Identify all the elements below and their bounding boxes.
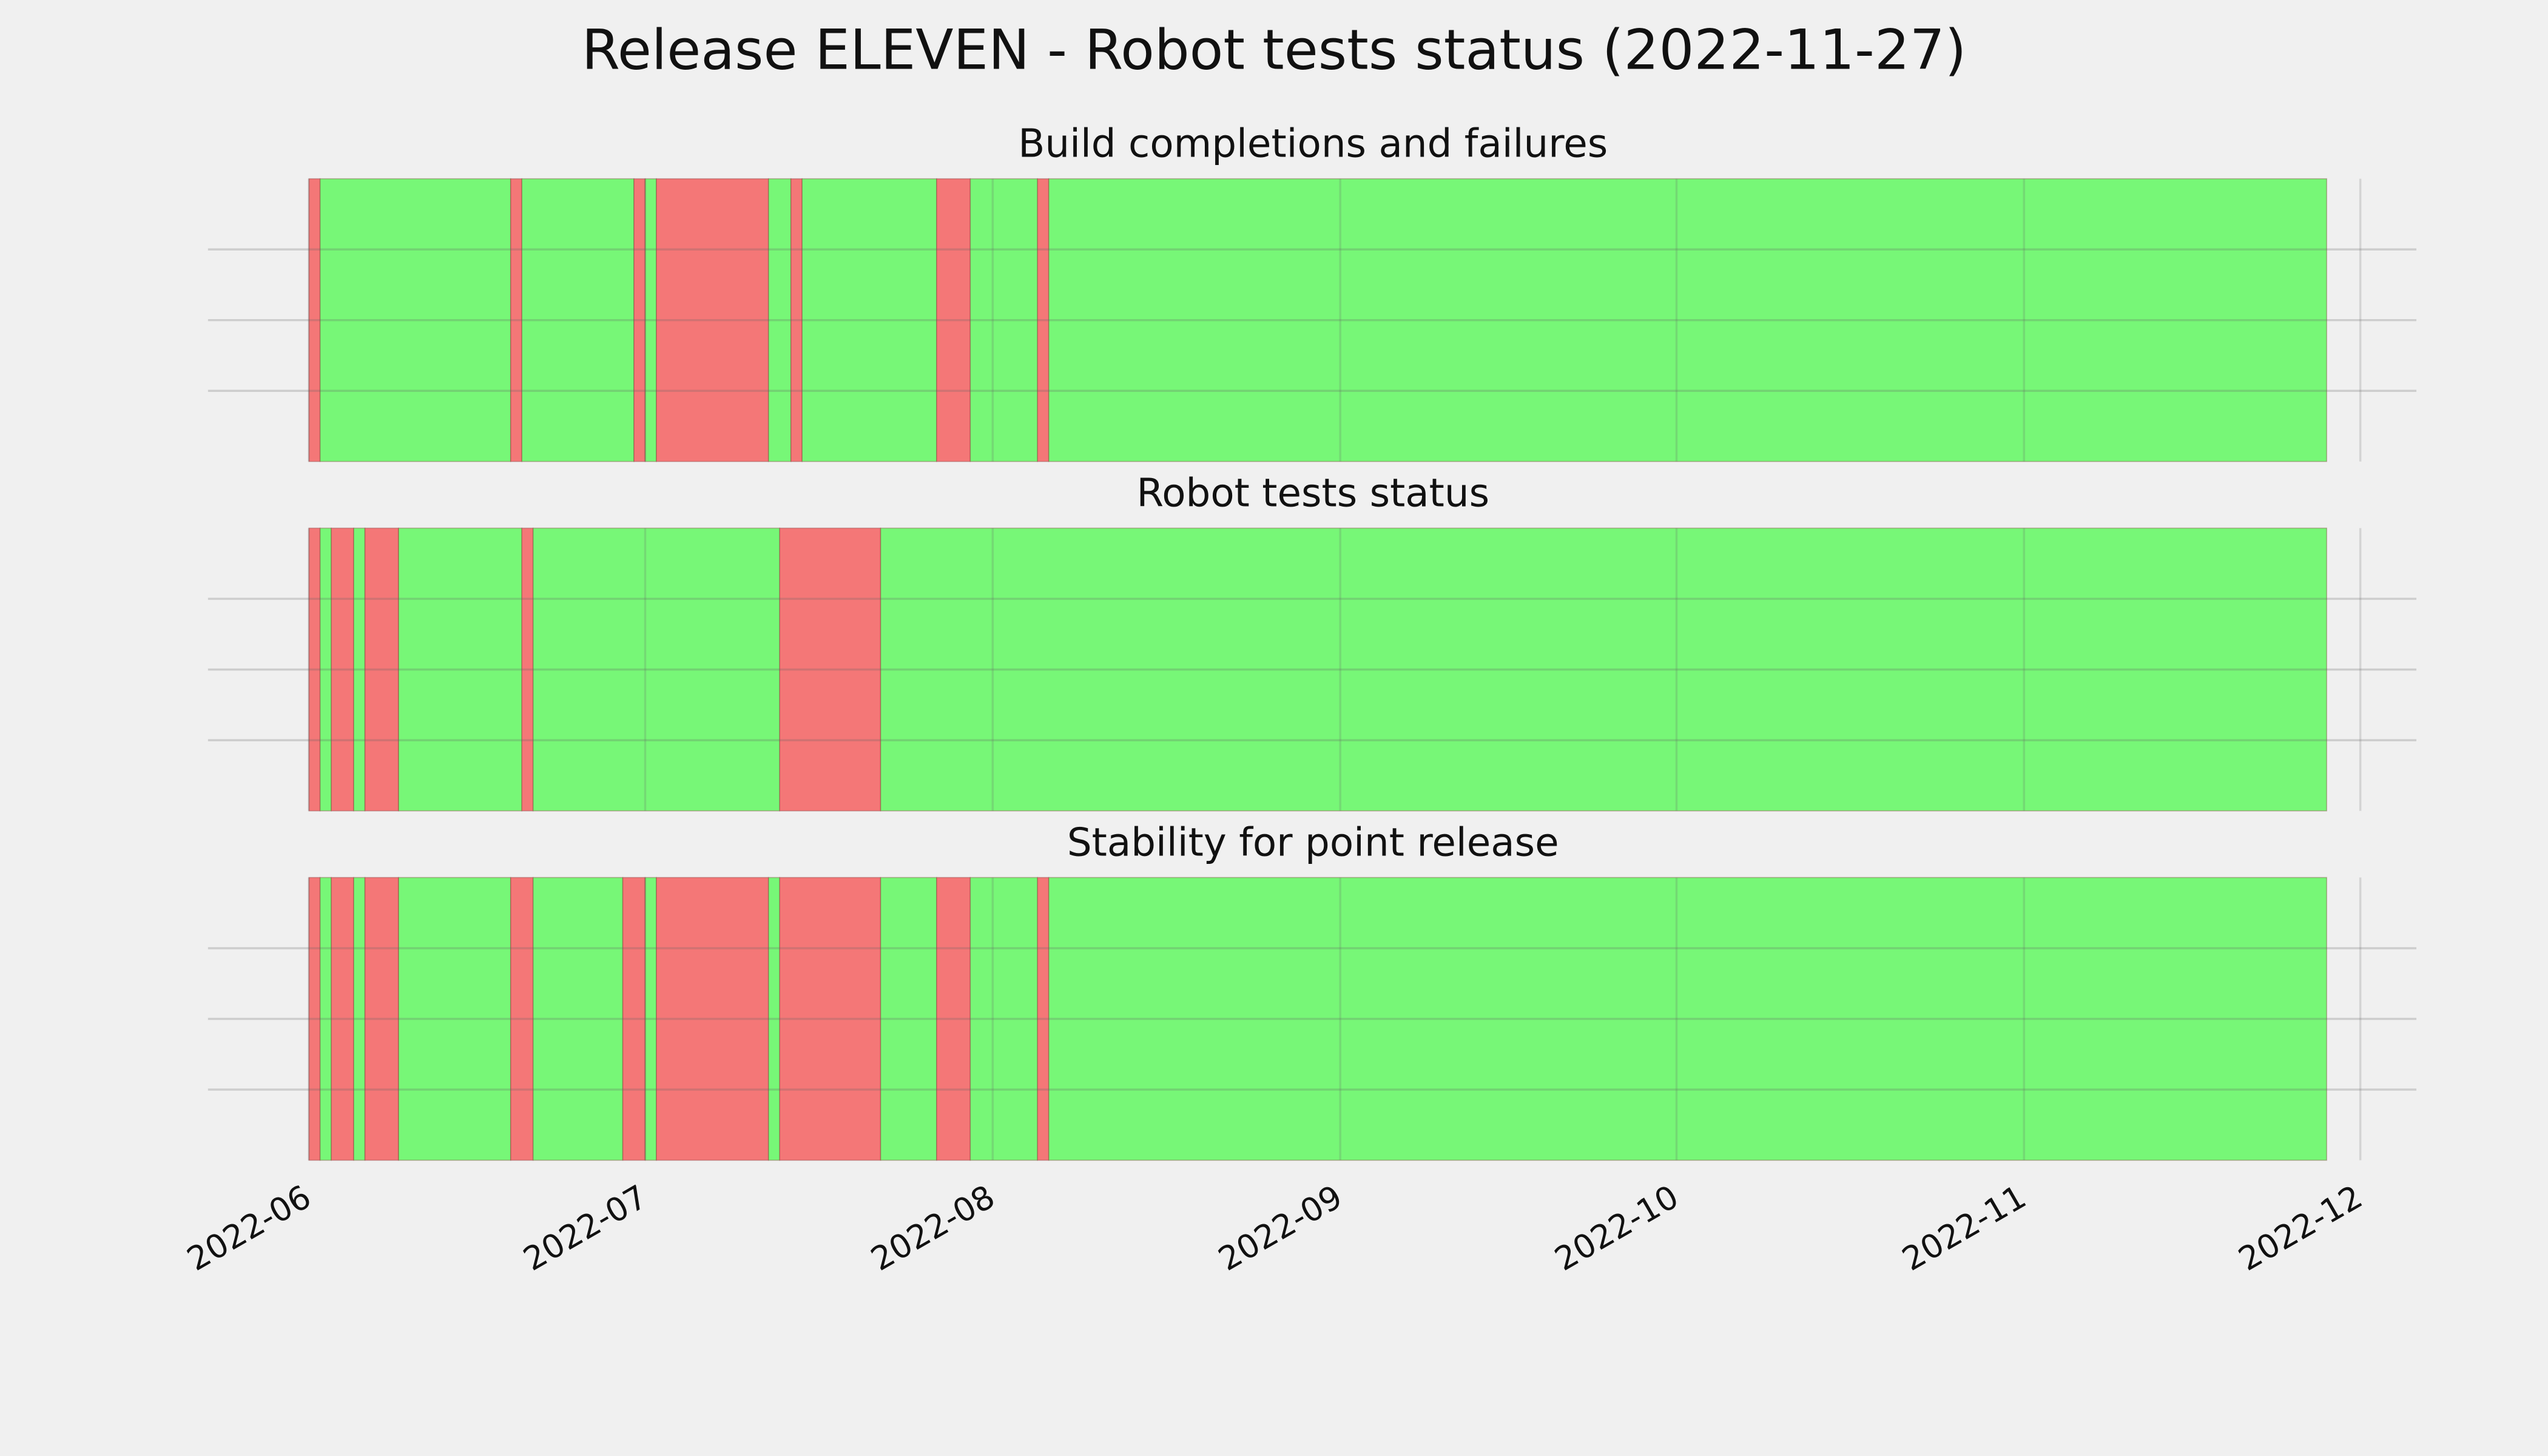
status-span	[398, 527, 523, 812]
status-span	[936, 178, 971, 462]
status-span	[880, 527, 2328, 812]
status-span	[510, 877, 534, 1161]
status-span	[364, 877, 399, 1161]
status-span	[1048, 178, 2328, 462]
panel-title: Build completions and failures	[1018, 121, 1608, 167]
status-span	[364, 527, 399, 812]
status-span	[779, 877, 881, 1161]
status-span	[779, 527, 881, 812]
panel-title: Robot tests status	[1136, 471, 1489, 516]
status-span	[656, 877, 769, 1161]
status-span	[1048, 877, 2328, 1161]
status-span	[767, 178, 792, 462]
status-span	[521, 527, 534, 812]
status-span	[319, 178, 511, 462]
status-span	[532, 527, 781, 812]
status-span	[331, 527, 354, 812]
status-span	[969, 178, 1039, 462]
status-span	[398, 877, 511, 1161]
status-span	[633, 178, 646, 462]
status-span	[656, 178, 769, 462]
panel-title: Stability for point release	[1067, 820, 1559, 865]
chart-title: Release ELEVEN - Robot tests status (202…	[582, 18, 1967, 82]
status-span	[880, 877, 937, 1161]
status-span	[936, 877, 971, 1161]
status-span	[521, 178, 635, 462]
